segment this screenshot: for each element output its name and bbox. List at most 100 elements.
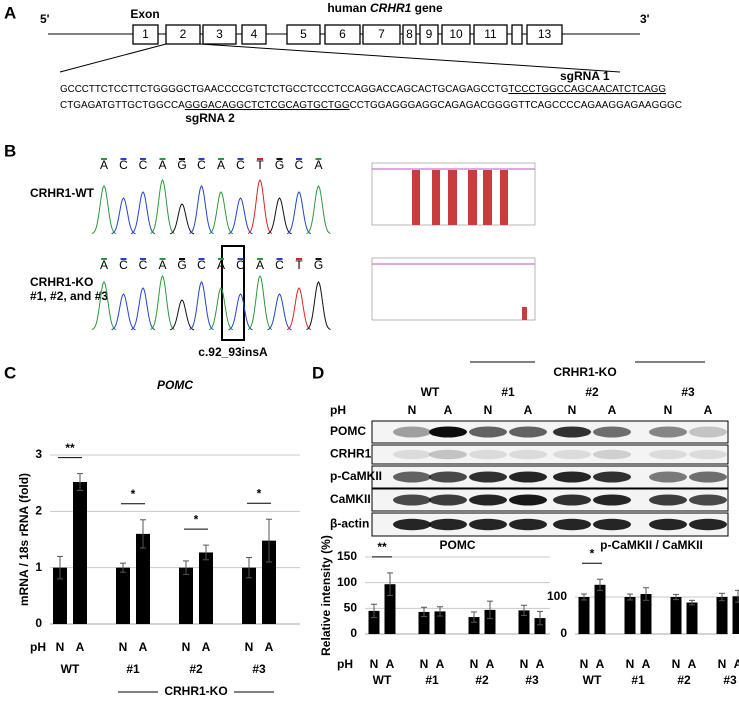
band xyxy=(509,494,547,506)
exon-number: 7 xyxy=(378,27,385,41)
bar xyxy=(594,584,606,634)
tm-region xyxy=(500,170,508,225)
tm-region xyxy=(432,170,440,225)
exon-number: 9 xyxy=(426,27,433,41)
bar xyxy=(242,567,256,624)
error-bar xyxy=(537,610,543,626)
series-label: N xyxy=(470,657,479,671)
series-label: N xyxy=(520,657,529,671)
band xyxy=(649,494,687,506)
y-tick-label: 0 xyxy=(350,626,357,640)
bar xyxy=(418,611,430,634)
base-letter: A xyxy=(158,258,166,272)
bar xyxy=(262,540,276,624)
exon xyxy=(324,24,361,45)
series-label: N xyxy=(370,657,379,671)
band xyxy=(553,471,591,483)
base-letter: C xyxy=(295,158,304,172)
sgrna-label: sgRNA 1 xyxy=(560,69,610,83)
tm-region xyxy=(412,170,420,225)
condition-label: A xyxy=(524,403,533,417)
error-bar xyxy=(689,599,695,606)
band xyxy=(593,426,631,438)
peak xyxy=(130,191,156,235)
peak xyxy=(286,287,312,331)
x-tick-label: #3 xyxy=(252,662,266,676)
protein-label: POMC xyxy=(330,424,366,438)
band xyxy=(689,518,727,531)
error-bar xyxy=(203,544,209,561)
peak xyxy=(267,293,292,331)
bar xyxy=(534,618,546,634)
error-bar xyxy=(643,587,649,601)
sequence: GCCCTTCTCCTTCTGGGGCTGAACCCCGTCTCTGCCTCCC… xyxy=(60,83,508,95)
band xyxy=(593,494,631,506)
band xyxy=(593,471,631,483)
base-marker xyxy=(257,258,263,260)
band xyxy=(393,518,431,531)
tm-region xyxy=(448,170,457,225)
series-label: A xyxy=(265,640,274,654)
peak xyxy=(247,274,273,331)
row-label: pH xyxy=(30,640,46,654)
base-marker xyxy=(296,158,302,160)
band xyxy=(393,426,431,438)
base-marker xyxy=(198,158,205,160)
x-tick-label: #1 xyxy=(425,673,439,687)
peak xyxy=(111,197,136,235)
x-tick-label: #2 xyxy=(189,662,203,676)
peak xyxy=(189,281,214,331)
error-bar xyxy=(266,518,272,563)
exon xyxy=(362,24,401,45)
base-letter: C xyxy=(119,258,128,272)
base-marker xyxy=(315,258,322,260)
protein-label: p-CaMKII xyxy=(330,469,382,483)
band xyxy=(553,518,591,531)
error-bar xyxy=(183,560,189,575)
x-tick-label: #2 xyxy=(475,673,489,687)
insertion-box xyxy=(221,245,245,341)
base-marker xyxy=(296,258,302,260)
exon xyxy=(473,24,508,45)
sequence: CCTGGAGGGAGGCAGAGACGGGGTTCAGCCCCAGAAGGAG… xyxy=(350,99,683,111)
bar xyxy=(716,597,728,634)
series-label: A xyxy=(139,640,148,654)
bar xyxy=(624,597,636,634)
error-bar xyxy=(597,578,603,591)
exon-number: 5 xyxy=(300,27,307,41)
y-tick-label: 50 xyxy=(344,601,358,615)
error-bar xyxy=(719,592,725,602)
band xyxy=(509,518,547,531)
base-marker xyxy=(179,158,185,160)
base-letter: G xyxy=(314,258,323,272)
blot-strip xyxy=(371,420,729,444)
significance-label: ** xyxy=(65,441,75,455)
condition-label: N xyxy=(484,403,493,417)
band xyxy=(469,426,507,438)
chart-title: POMC xyxy=(157,378,193,392)
y-tick-label: 2 xyxy=(35,504,42,518)
error-bar xyxy=(581,593,587,601)
significance-label: * xyxy=(194,512,199,526)
base-letter: C xyxy=(236,158,245,172)
five-prime: 5' xyxy=(40,12,50,26)
base-letter: A xyxy=(100,258,108,272)
band xyxy=(469,494,507,506)
y-axis-label: Relative intensity (%) xyxy=(319,535,333,656)
base-marker xyxy=(198,258,205,260)
x-tick-label: #2 xyxy=(677,673,691,687)
exon xyxy=(241,24,267,45)
series-label: N xyxy=(119,640,128,654)
peak xyxy=(306,185,331,235)
base-marker xyxy=(276,258,283,260)
bar xyxy=(116,567,130,624)
bar xyxy=(578,597,590,634)
exon xyxy=(419,24,439,45)
group-label: CRHR1-KO xyxy=(553,365,616,379)
bar xyxy=(179,567,193,624)
exon-label: Exon xyxy=(130,7,159,21)
base-marker xyxy=(159,258,166,260)
sequence: CTGAGATGTTGCTGGCCA xyxy=(60,99,185,111)
